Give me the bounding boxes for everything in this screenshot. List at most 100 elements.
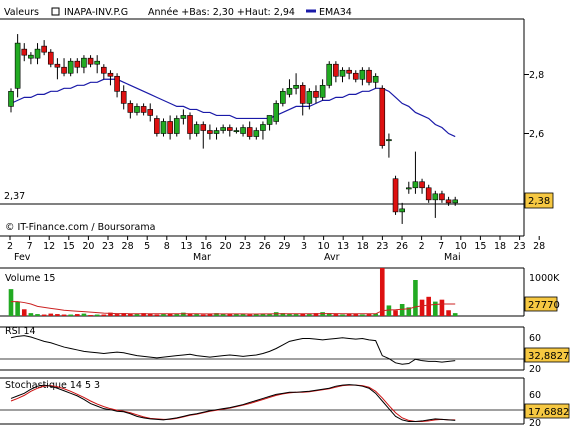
candle — [379, 85, 386, 149]
candle — [326, 61, 333, 89]
candle — [140, 103, 147, 116]
candle-body — [326, 63, 333, 86]
volume-bar — [161, 314, 166, 316]
volume-bar — [108, 312, 113, 316]
candle — [14, 34, 21, 98]
candle — [359, 67, 366, 86]
candle-body — [280, 91, 286, 104]
x-tick-label: 2 — [419, 241, 425, 252]
candle-body — [352, 72, 359, 80]
candle-body — [392, 178, 399, 213]
candle — [21, 43, 28, 62]
rsi-line — [10, 335, 456, 365]
candle — [87, 55, 94, 68]
stochastic-k-line — [10, 384, 456, 422]
main-panel: 2,8 2,6 2,37 2,38 © IT-Finance.com / Bou… — [0, 18, 554, 237]
candle-body — [386, 139, 392, 142]
x-tick-label: 13 — [337, 241, 349, 252]
x-tick-label: 26 — [396, 241, 408, 252]
volume-bar — [419, 299, 425, 316]
candle-body — [120, 91, 127, 104]
volume-bar — [267, 314, 272, 316]
x-tick-label: 28 — [122, 241, 134, 252]
x-tick-label: 16 — [200, 241, 212, 252]
volume-bar — [326, 313, 332, 316]
volume-bar — [194, 314, 199, 316]
volume-bar — [207, 314, 213, 316]
volume-bar — [439, 299, 445, 316]
volume-bar — [21, 309, 27, 316]
volume-bar — [134, 314, 140, 316]
x-axis: 2 7 12 15 20 23 28 5 8 13 16 20 23 26 29 3 10 13 18 23 26 2 7 1… — [7, 236, 545, 252]
candle — [386, 133, 392, 158]
rsi-last-box — [524, 347, 570, 363]
x-tick-label: 18 — [357, 241, 369, 252]
volume-bar — [254, 314, 259, 316]
x-tick-label: 5 — [144, 241, 150, 252]
candle — [28, 52, 34, 65]
volume-bar — [399, 304, 405, 316]
volume-last-box — [524, 296, 558, 312]
candle-body — [452, 199, 459, 204]
candle-body — [8, 91, 14, 107]
x-tick-label: 12 — [43, 241, 55, 252]
rsi-y-tick-20: 20 — [529, 364, 541, 375]
reference-line-label: 2,37 — [4, 191, 25, 202]
volume-bar — [426, 296, 431, 316]
month-label-mai: Mai — [444, 252, 461, 263]
volume-bar — [452, 313, 458, 316]
candle — [366, 67, 372, 86]
x-tick-label: 20 — [220, 241, 232, 252]
volume-bar — [48, 313, 54, 316]
candle-body — [419, 181, 425, 189]
candle — [352, 70, 359, 83]
candle — [120, 85, 127, 110]
candle-body — [432, 193, 439, 201]
candle-body — [313, 91, 319, 98]
x-tick-label: 7 — [27, 241, 33, 252]
x-tick-label: 7 — [438, 241, 444, 252]
candle — [94, 55, 100, 74]
candle-body — [359, 69, 366, 80]
candle — [425, 184, 432, 203]
candle — [180, 109, 187, 125]
x-tick-label: 28 — [533, 241, 545, 252]
candle-body — [47, 51, 54, 65]
candle-body — [226, 127, 233, 131]
month-label-avr: Avr — [324, 252, 340, 263]
candle-body — [61, 66, 67, 74]
x-tick-label: 26 — [259, 241, 271, 252]
candle-body — [34, 48, 41, 59]
candle-body — [167, 121, 173, 134]
candle — [101, 64, 107, 80]
candle — [127, 100, 134, 119]
x-tick-label: 20 — [82, 241, 94, 252]
volume-bar — [366, 314, 372, 316]
candle-body — [266, 115, 273, 125]
volume-bar — [154, 314, 160, 316]
rsi-panel: RSI 14 60 20 32,8827 — [0, 326, 570, 375]
candle — [41, 40, 47, 56]
y-tick-2-8: 2,8 — [529, 70, 544, 81]
candle — [392, 175, 399, 215]
volume-bar — [227, 314, 233, 316]
volume-bar — [260, 313, 266, 316]
candle-body — [134, 106, 140, 113]
last-price-box — [524, 192, 554, 209]
candle — [193, 121, 200, 137]
candle — [154, 115, 160, 137]
volume-bar — [446, 310, 451, 316]
volume-bar — [81, 313, 87, 316]
candle-body — [346, 69, 352, 74]
volume-bar — [240, 314, 246, 316]
candle-body — [81, 57, 87, 68]
volume-bar — [147, 313, 153, 316]
stoch-last-box — [524, 403, 570, 419]
x-tick-label: 18 — [494, 241, 506, 252]
candle-body — [14, 42, 21, 89]
candle-body — [379, 88, 386, 146]
volume-bar — [15, 301, 20, 316]
candle-body — [200, 124, 207, 131]
volume-bar — [373, 313, 378, 316]
x-tick-label: 23 — [376, 241, 388, 252]
